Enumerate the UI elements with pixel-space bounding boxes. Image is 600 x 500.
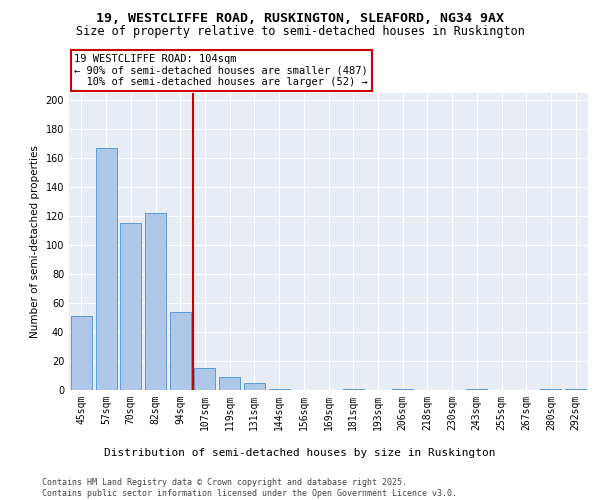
Bar	[219, 377, 240, 390]
Bar	[269, 388, 290, 390]
Y-axis label: Number of semi-detached properties: Number of semi-detached properties	[30, 145, 40, 338]
Bar	[170, 312, 191, 390]
Bar	[392, 388, 413, 390]
Bar	[466, 388, 487, 390]
Bar	[343, 388, 364, 390]
Text: 19, WESTCLIFFE ROAD, RUSKINGTON, SLEAFORD, NG34 9AX: 19, WESTCLIFFE ROAD, RUSKINGTON, SLEAFOR…	[96, 12, 504, 26]
Bar	[565, 388, 586, 390]
Text: Size of property relative to semi-detached houses in Ruskington: Size of property relative to semi-detach…	[76, 25, 524, 38]
Bar	[244, 382, 265, 390]
Bar	[194, 368, 215, 390]
Text: Distribution of semi-detached houses by size in Ruskington: Distribution of semi-detached houses by …	[104, 448, 496, 458]
Bar	[95, 148, 116, 390]
Bar	[120, 223, 141, 390]
Bar	[541, 388, 562, 390]
Text: Contains HM Land Registry data © Crown copyright and database right 2025.
Contai: Contains HM Land Registry data © Crown c…	[42, 478, 457, 498]
Bar	[71, 316, 92, 390]
Text: 19 WESTCLIFFE ROAD: 104sqm
← 90% of semi-detached houses are smaller (487)
  10%: 19 WESTCLIFFE ROAD: 104sqm ← 90% of semi…	[74, 54, 368, 87]
Bar	[145, 213, 166, 390]
